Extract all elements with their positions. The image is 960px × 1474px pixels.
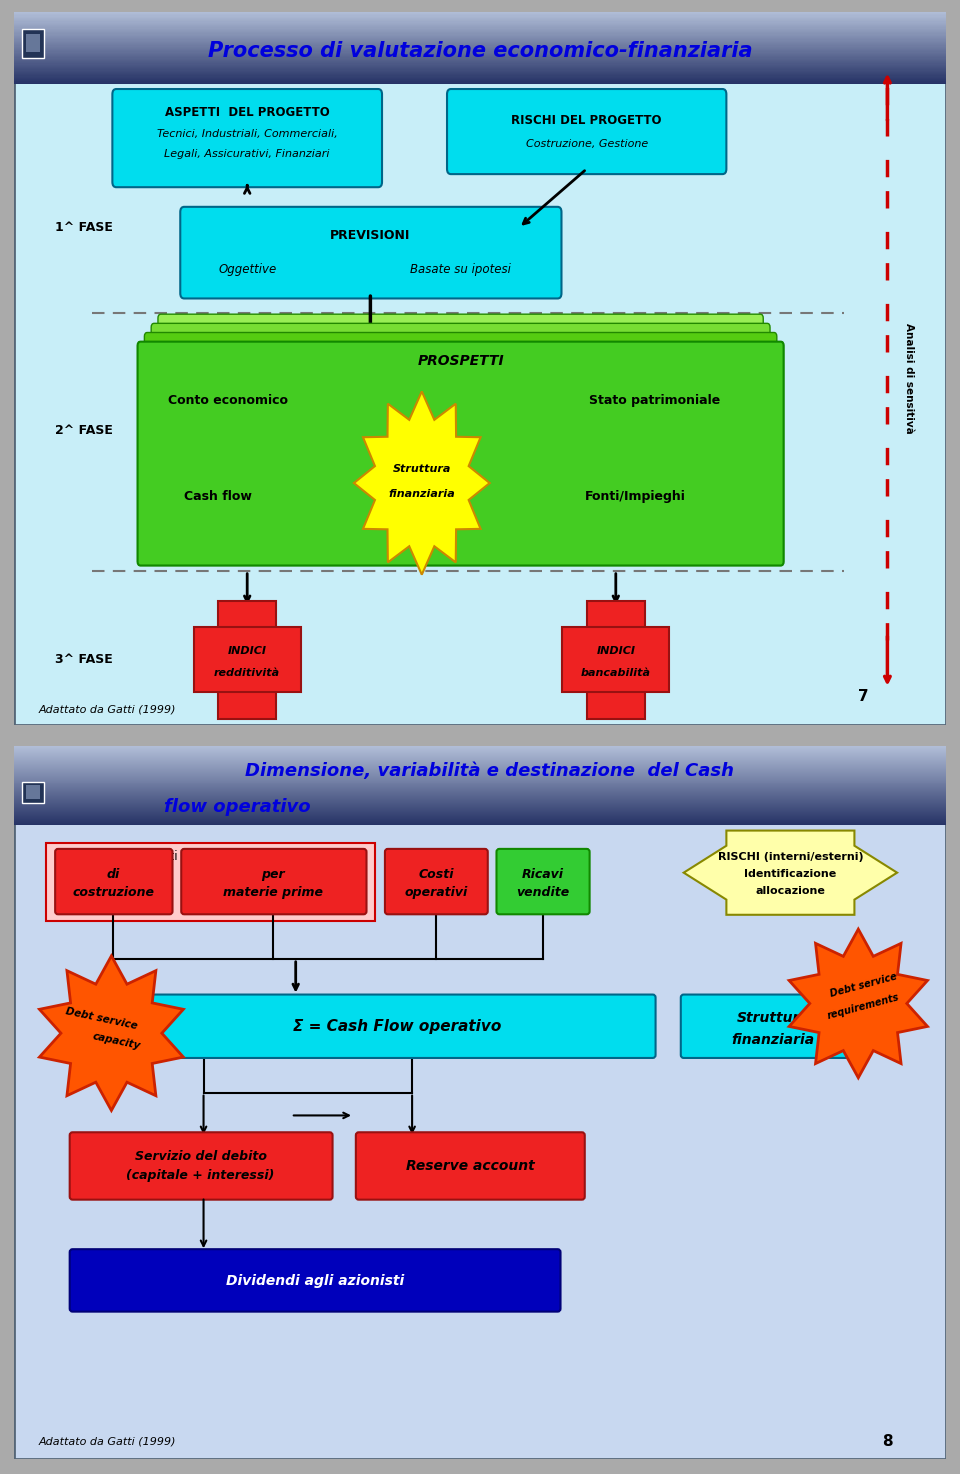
Text: Identificazione: Identificazione (744, 868, 836, 879)
Bar (26, 786, 39, 799)
Bar (587, 601, 645, 719)
Text: di: di (107, 868, 120, 881)
FancyBboxPatch shape (681, 995, 866, 1058)
Text: operativi: operativi (405, 886, 468, 899)
Text: 1^ FASE: 1^ FASE (55, 221, 113, 234)
Text: 3^ FASE: 3^ FASE (55, 653, 113, 666)
Text: redditività: redditività (214, 668, 280, 678)
FancyBboxPatch shape (151, 323, 770, 547)
Text: PROSPETTI: PROSPETTI (418, 354, 504, 368)
Text: finanziaria: finanziaria (732, 1033, 814, 1047)
FancyBboxPatch shape (70, 1132, 332, 1200)
Text: Processo di valutazione economico-finanziaria: Processo di valutazione economico-finanz… (207, 41, 753, 60)
Text: Legali, Assicurativi, Finanziari: Legali, Assicurativi, Finanziari (164, 149, 330, 159)
Text: Analisi di sensitivà: Analisi di sensitivà (903, 323, 914, 433)
FancyBboxPatch shape (356, 1132, 585, 1200)
Text: RISCHI DEL PROGETTO: RISCHI DEL PROGETTO (512, 113, 662, 127)
Text: Conto economico: Conto economico (168, 394, 288, 407)
Bar (194, 626, 300, 693)
Text: Fonti/Impieghi: Fonti/Impieghi (585, 489, 685, 503)
FancyBboxPatch shape (385, 849, 488, 914)
Text: Reserve account: Reserve account (406, 1159, 535, 1173)
Text: capacity: capacity (91, 1032, 141, 1051)
Polygon shape (354, 392, 490, 575)
Text: per: per (261, 868, 285, 881)
Text: PREVISIONI: PREVISIONI (330, 228, 411, 242)
Text: Σ = Cash Flow operativo: Σ = Cash Flow operativo (294, 1019, 502, 1033)
FancyBboxPatch shape (46, 843, 375, 921)
FancyBboxPatch shape (70, 1248, 561, 1312)
FancyBboxPatch shape (496, 849, 589, 914)
FancyBboxPatch shape (112, 88, 382, 187)
Text: Adattato da Gatti (1999): Adattato da Gatti (1999) (38, 1437, 176, 1446)
Text: 2^ FASE: 2^ FASE (55, 425, 113, 438)
FancyBboxPatch shape (55, 849, 173, 914)
Text: materie prime: materie prime (224, 886, 324, 899)
FancyBboxPatch shape (145, 995, 656, 1058)
Text: Servizio del debito: Servizio del debito (134, 1150, 267, 1163)
Text: bancabilità: bancabilità (581, 668, 651, 678)
Text: costruzione: costruzione (72, 886, 155, 899)
FancyBboxPatch shape (447, 88, 727, 174)
Text: Dividendi agli azionisti: Dividendi agli azionisti (226, 1274, 404, 1288)
Text: INDICI: INDICI (228, 646, 267, 656)
Text: Costi: Costi (419, 868, 454, 881)
FancyBboxPatch shape (181, 849, 367, 914)
Text: 7: 7 (858, 688, 869, 705)
Text: Tecnici, Industriali, Commerciali,: Tecnici, Industriali, Commerciali, (156, 128, 338, 139)
FancyBboxPatch shape (144, 333, 777, 556)
Polygon shape (39, 957, 183, 1110)
Bar (22, 781, 43, 803)
Text: Costruzione, Gestione: Costruzione, Gestione (525, 139, 648, 149)
Text: ASPETTI  DEL PROGETTO: ASPETTI DEL PROGETTO (165, 106, 329, 119)
Text: Struttura: Struttura (736, 1011, 809, 1026)
FancyBboxPatch shape (137, 342, 783, 566)
Text: Debt service: Debt service (828, 971, 898, 999)
Text: 8: 8 (882, 1434, 893, 1449)
Text: Stato patrimoniale: Stato patrimoniale (589, 394, 720, 407)
Text: requirements: requirements (826, 992, 900, 1021)
Text: INDICI: INDICI (596, 646, 636, 656)
Text: vendite: vendite (516, 886, 569, 899)
Text: Debt service: Debt service (65, 1005, 138, 1030)
FancyBboxPatch shape (158, 314, 763, 538)
Text: RISCHI (interni/esterni): RISCHI (interni/esterni) (717, 852, 863, 862)
Text: Cash flow: Cash flow (184, 489, 252, 503)
Text: Costi di investimento: Costi di investimento (148, 850, 273, 864)
Polygon shape (684, 830, 897, 915)
Polygon shape (789, 929, 927, 1077)
Text: (capitale + interessi): (capitale + interessi) (127, 1169, 275, 1182)
Text: Struttura: Struttura (393, 464, 451, 473)
Text: finanziaria: finanziaria (389, 488, 455, 498)
Text: Ricavi: Ricavi (522, 868, 564, 881)
Bar (218, 601, 276, 719)
Text: Adattato da Gatti (1999): Adattato da Gatti (1999) (38, 705, 176, 715)
Text: Oggettive: Oggettive (218, 264, 276, 276)
Bar (563, 626, 669, 693)
Bar (26, 34, 39, 53)
Text: allocazione: allocazione (756, 886, 826, 896)
FancyBboxPatch shape (180, 206, 562, 298)
Text: Basate su ipotesi: Basate su ipotesi (410, 264, 511, 276)
Bar (22, 29, 43, 57)
Text: Dimensione, variabilità e destinazione  del Cash: Dimensione, variabilità e destinazione d… (245, 762, 734, 780)
FancyBboxPatch shape (137, 342, 783, 566)
Text: flow operativo: flow operativo (164, 799, 311, 817)
